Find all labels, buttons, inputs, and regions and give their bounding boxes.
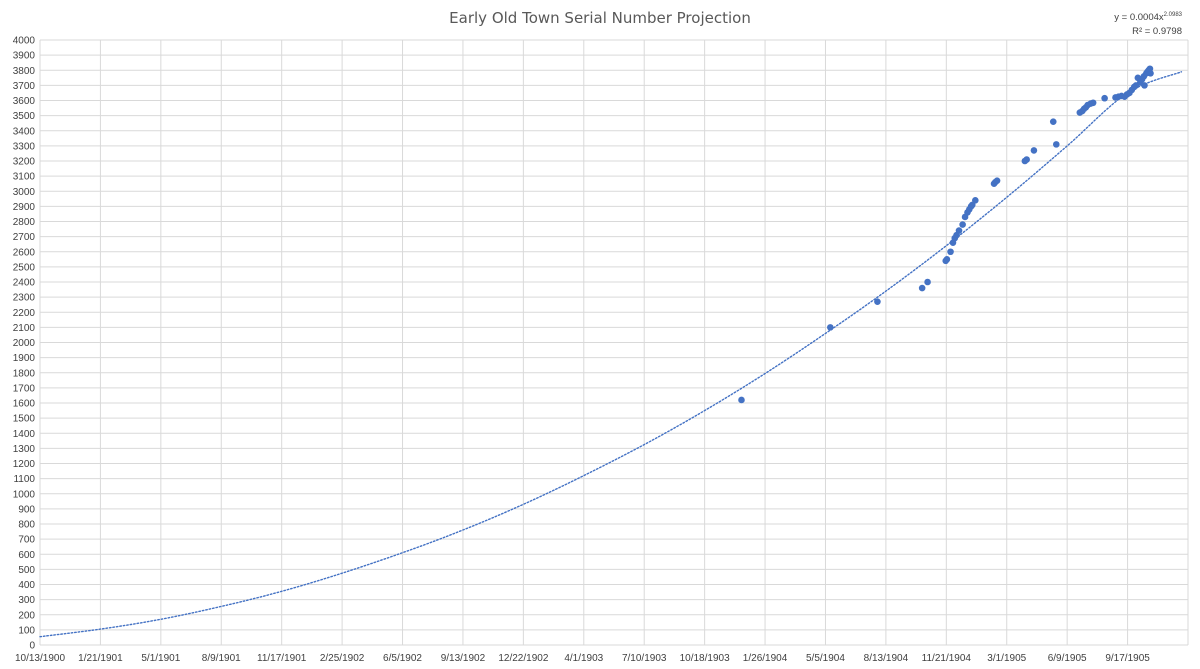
y-tick-label: 2400 — [13, 278, 36, 289]
trendline-equation-prefix: y = 0.0004x — [1114, 12, 1164, 23]
y-tick-label: 1400 — [13, 429, 36, 440]
data-point — [959, 221, 966, 228]
x-tick-label: 10/13/1900 — [15, 653, 65, 664]
trendline-equation: y = 0.0004x2.0983 R² = 0.9798 — [1060, 8, 1182, 39]
y-tick-label: 2100 — [13, 323, 36, 334]
data-point — [1147, 69, 1154, 77]
x-axis-ticks: 10/13/1900 1/21/1901 5/1/1901 8/9/1901 11/17… — [15, 653, 1150, 664]
data-point — [918, 284, 926, 292]
y-tick-label: 800 — [18, 520, 35, 531]
x-tick-label: 11/17/1901 — [257, 653, 307, 664]
y-tick-label: 1800 — [13, 368, 36, 379]
y-tick-label: 2700 — [13, 232, 36, 243]
data-point — [1023, 156, 1030, 163]
x-tick-label: 9/17/1905 — [1105, 653, 1150, 664]
y-tick-label: 1100 — [13, 474, 35, 485]
trendline-r-squared: R² = 0.9798 — [1132, 26, 1182, 37]
x-tick-label: 5/1/1901 — [141, 653, 180, 664]
x-tick-label: 6/9/1905 — [1048, 653, 1087, 664]
trendline-equation-exponent: 2.0983 — [1163, 12, 1182, 18]
y-tick-label: 1500 — [13, 414, 36, 425]
y-tick-label: 3000 — [13, 187, 36, 198]
y-tick-label: 500 — [18, 565, 35, 576]
data-point — [738, 396, 745, 404]
y-axis-ticks: 0 100 200 300 400 500 600 700 800 900 1000 1100 1200… — [13, 36, 36, 652]
x-tick-label: 6/5/1902 — [383, 653, 422, 664]
data-point — [1049, 118, 1057, 125]
x-tick-label: 12/22/1902 — [498, 653, 548, 664]
y-tick-label: 3100 — [13, 172, 36, 183]
data-point — [947, 248, 954, 256]
y-tick-label: 400 — [18, 580, 35, 591]
y-tick-label: 300 — [18, 595, 35, 606]
y-tick-label: 1200 — [13, 459, 36, 470]
y-tick-label: 100 — [18, 625, 35, 636]
y-tick-label: 600 — [18, 550, 35, 561]
y-tick-label: 1300 — [13, 444, 36, 455]
data-point — [827, 324, 834, 331]
y-tick-label: 3300 — [13, 141, 36, 152]
trendline-layer — [39, 71, 1183, 638]
y-tick-label: 0 — [29, 641, 35, 652]
y-tick-label: 3200 — [13, 157, 36, 168]
trendline — [39, 71, 1183, 638]
gridlines — [39, 39, 1189, 646]
data-point — [1052, 141, 1060, 148]
x-tick-label: 2/25/1902 — [320, 653, 365, 664]
data-points — [738, 65, 1154, 404]
x-tick-label: 5/5/1904 — [806, 653, 845, 664]
y-tick-label: 2200 — [13, 308, 36, 319]
data-point — [924, 278, 931, 286]
y-tick-label: 700 — [18, 535, 35, 546]
x-tick-label: 7/10/1903 — [622, 653, 667, 664]
data-point — [943, 256, 951, 263]
data-point — [993, 177, 1001, 184]
y-tick-label: 3800 — [13, 66, 36, 77]
x-tick-label: 3/1/1905 — [987, 653, 1026, 664]
x-tick-label: 1/26/1904 — [743, 653, 788, 664]
y-tick-label: 4000 — [13, 36, 36, 47]
y-tick-label: 200 — [18, 610, 35, 621]
y-tick-label: 3700 — [13, 81, 36, 92]
x-tick-label: 11/21/1904 — [922, 653, 972, 664]
y-tick-label: 2600 — [13, 247, 36, 258]
data-point — [1101, 94, 1108, 102]
y-tick-label: 1000 — [13, 489, 36, 500]
y-tick-label: 3500 — [13, 111, 36, 122]
chart-title: Early Old Town Serial Number Projection — [449, 9, 751, 27]
y-tick-label: 1700 — [13, 383, 36, 394]
y-tick-label: 2300 — [13, 293, 36, 304]
x-tick-label: 1/21/1901 — [78, 653, 123, 664]
y-tick-label: 900 — [18, 504, 35, 515]
data-point — [1141, 82, 1148, 89]
data-point — [874, 298, 881, 305]
y-tick-label: 1600 — [13, 399, 36, 410]
y-tick-label: 3400 — [13, 126, 36, 137]
x-tick-label: 8/13/1904 — [864, 653, 909, 664]
y-tick-label: 2800 — [13, 217, 36, 228]
data-point — [955, 227, 963, 234]
y-tick-label: 3600 — [13, 96, 36, 107]
y-tick-label: 2900 — [13, 202, 36, 213]
y-tick-label: 2500 — [13, 262, 36, 273]
y-tick-label: 1900 — [13, 353, 36, 364]
x-tick-label: 8/9/1901 — [202, 653, 241, 664]
y-tick-label: 3900 — [13, 51, 36, 62]
data-point — [972, 197, 979, 204]
x-tick-label: 9/13/1902 — [441, 653, 486, 664]
x-tick-label: 10/18/1903 — [680, 653, 730, 664]
data-point — [1089, 99, 1097, 107]
data-point — [1030, 147, 1038, 154]
x-tick-label: 4/1/1903 — [564, 653, 603, 664]
y-tick-label: 2000 — [13, 338, 36, 349]
